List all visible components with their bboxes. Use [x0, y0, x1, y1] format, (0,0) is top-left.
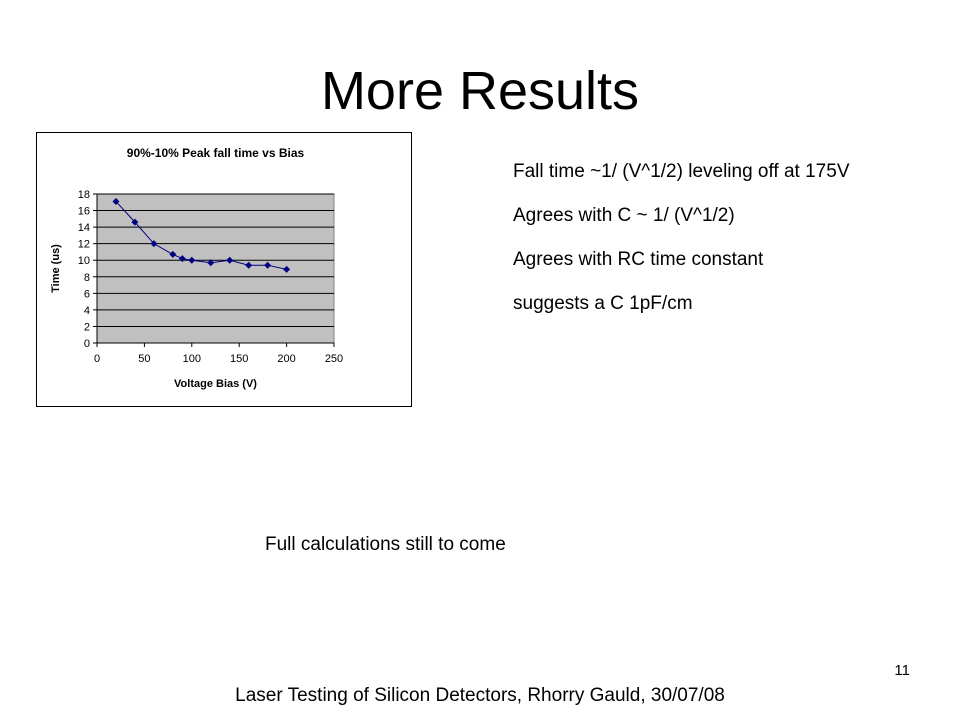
data-point	[150, 240, 158, 248]
x-axis-label: Voltage Bias (V)	[174, 378, 257, 390]
page-number: 11	[894, 662, 910, 679]
x-tick-label: 150	[230, 353, 248, 365]
y-tick-label: 14	[78, 222, 90, 234]
chart-title: 90%-10% Peak fall time vs Bias	[127, 146, 305, 160]
note-fall-time: Fall time ~1/ (V^1/2) leveling off at 17…	[513, 161, 850, 182]
x-tick-label: 250	[325, 353, 343, 365]
y-tick-label: 10	[78, 255, 90, 267]
data-point	[131, 218, 139, 226]
note-capacitance: Agrees with C ~ 1/ (V^1/2)	[513, 205, 735, 226]
x-tick-label: 100	[183, 353, 201, 365]
y-tick-label: 4	[84, 305, 90, 317]
todo-note: Full calculations still to come	[265, 534, 506, 555]
data-point	[112, 197, 120, 205]
y-tick-label: 8	[84, 272, 90, 284]
data-point	[245, 261, 253, 269]
x-tick-label: 0	[94, 353, 100, 365]
data-point	[188, 256, 196, 264]
data-point	[207, 259, 215, 267]
y-tick-label: 16	[78, 206, 90, 218]
fall-time-chart: 0 2 4 6 8 10 12 14 16 18 0 50 100 150 200 250 90%-10% Pe…	[50, 146, 343, 390]
y-tick-label: 18	[78, 189, 90, 201]
data-point	[264, 261, 272, 269]
note-rc-constant: Agrees with RC time constant	[513, 249, 764, 270]
slide-title: More Results	[320, 61, 640, 121]
y-tick-label: 0	[84, 338, 90, 350]
chart-container: 0 2 4 6 8 10 12 14 16 18 0 50 100 150 200 250 90%-10% Pe…	[36, 132, 412, 407]
y-tick-label: 12	[78, 239, 90, 251]
data-point	[283, 265, 291, 273]
x-tick-label: 50	[138, 353, 150, 365]
y-axis-label: Time (us)	[50, 244, 62, 293]
notes-list: Fall time ~1/ (V^1/2) leveling off at 17…	[513, 158, 913, 334]
plot-area	[96, 193, 335, 344]
y-tick-label: 6	[84, 288, 90, 300]
x-tick-label: 200	[277, 353, 295, 365]
y-tick-label: 2	[84, 321, 90, 333]
footer: Laser Testing of Silicon Detectors, Rhor…	[235, 685, 725, 706]
data-point	[226, 256, 234, 264]
note-capacitance-estimate: suggests a C 1pF/cm	[513, 293, 693, 314]
data-point	[169, 250, 177, 258]
